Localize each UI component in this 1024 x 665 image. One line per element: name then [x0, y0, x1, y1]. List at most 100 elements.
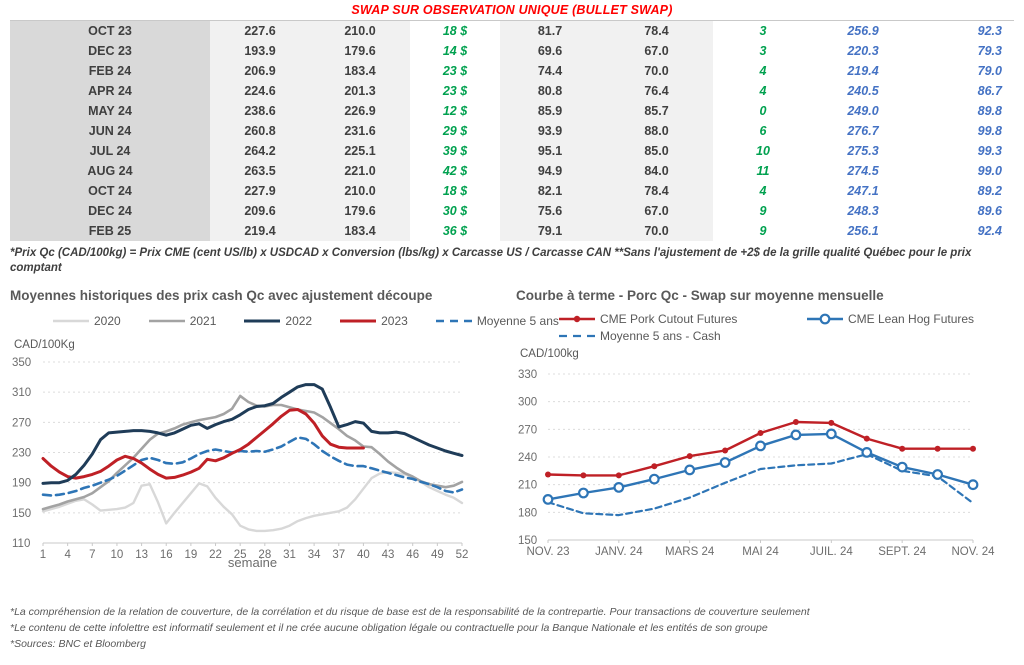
table-row: APR 24 224.6 201.3 23 $ 80.8 76.4 4 240.5 86.7: [10, 81, 1014, 101]
table-cell: 99.8: [977, 124, 1002, 138]
table-cell: 70.0: [600, 61, 713, 81]
table-cell: 79.3: [977, 44, 1002, 58]
table-cell: 85.7: [600, 101, 713, 121]
table-cell: 92.4: [977, 224, 1002, 238]
x-tick-label: 34: [308, 549, 321, 561]
table-cell: 264.2: [210, 141, 310, 161]
table-cell: 6: [759, 124, 767, 138]
y-tick-label: 210: [518, 480, 537, 492]
x-tick-label: 13: [135, 549, 148, 561]
table-cell: 10: [756, 144, 770, 158]
table-cell: 36 $: [442, 224, 468, 238]
table-cell: 86.7: [977, 84, 1002, 98]
x-tick-label: 25: [234, 549, 247, 561]
footnotes: *La compréhension de la relation de couv…: [10, 605, 1014, 652]
table-cell: DEC 24: [10, 201, 210, 221]
table-cell: 225.1: [310, 141, 410, 161]
table-cell: 220.3: [847, 44, 879, 58]
table-cell: 183.4: [310, 221, 410, 241]
data-point-marker: [684, 464, 696, 476]
legend-label: Moyenne 5 ans - Cash: [600, 329, 721, 344]
x-tick-label: 37: [332, 549, 345, 561]
x-tick-label: 40: [357, 549, 370, 561]
table-cell: 79.0: [977, 64, 1002, 78]
y-tick-label: 230: [12, 448, 31, 460]
table-cell: 210.0: [310, 181, 410, 201]
legend-swatch-moyenne-5-ans: [435, 320, 472, 323]
x-tick-label: JUIL. 24: [810, 546, 853, 558]
legend-swatch-2020: [53, 320, 89, 323]
legend-swatch-cme-lean-hog-futures: [807, 313, 843, 325]
x-tick-label: MARS 24: [665, 546, 715, 558]
y-tick-label: 270: [518, 425, 537, 437]
data-point-marker: [545, 471, 551, 478]
table-title: SWAP SUR OBSERVATION UNIQUE (BULLET SWAP…: [351, 3, 673, 17]
table-cell: 4: [759, 84, 767, 98]
table-row: FEB 24 206.9 183.4 23 $ 74.4 70.0 4 219.4 79.0: [10, 61, 1014, 81]
y-tick-label: 300: [518, 397, 537, 409]
legend-item-2023: 2023: [339, 314, 408, 328]
data-point-marker: [896, 462, 908, 473]
data-point-marker: [970, 446, 976, 453]
table-row: JUN 24 260.8 231.6 29 $ 93.9 88.0 6 276.7 99.8: [10, 121, 1014, 141]
y-tick-label: 180: [518, 508, 537, 520]
x-tick-label: NOV. 24: [951, 546, 995, 558]
chart-historical-plot: 110 150 190 230 270 310 350 1 4 7 10 13 16 19 22 25 28 31…: [12, 357, 468, 570]
table-cell: 193.9: [210, 41, 310, 61]
legend-label: 2020: [94, 314, 121, 329]
table-cell: 11: [756, 164, 770, 178]
y-tick-label: 150: [12, 508, 31, 520]
table-cell: 93.9: [500, 121, 600, 141]
table-cell: JUN 24: [10, 121, 210, 141]
y-tick-label: 240: [518, 452, 537, 464]
series-line-2022: [41, 383, 464, 486]
data-point-marker: [755, 440, 766, 452]
table-cell: 209.6: [210, 201, 310, 221]
data-point-marker: [686, 453, 693, 460]
table-cell: 94.9: [500, 161, 600, 181]
x-tick-label: NOV. 23: [526, 546, 569, 558]
table-cell: DEC 23: [10, 41, 210, 61]
table-cell: 231.6: [310, 121, 410, 141]
table-cell: 23 $: [442, 64, 468, 78]
legend-swatch-2023: [340, 319, 377, 323]
x-tick-label: 31: [283, 549, 296, 561]
legend-marker: [819, 313, 831, 325]
table-row: MAY 24 238.6 226.9 12 $ 85.9 85.7 0 249.0 89.8: [10, 101, 1014, 121]
table-cell: 88.0: [600, 121, 713, 141]
table-cell: FEB 24: [10, 61, 210, 81]
series-line-moyenne-5-ans: [41, 436, 464, 498]
table-cell: 42 $: [442, 164, 468, 178]
data-point-marker: [615, 472, 622, 479]
x-tick-label: 7: [89, 549, 95, 561]
table-cell: 274.5: [847, 164, 879, 178]
table-cell: 89.2: [977, 184, 1002, 198]
data-point-marker: [899, 446, 906, 453]
table-cell: 275.3: [847, 144, 879, 158]
table-cell: 276.7: [847, 124, 879, 138]
legend-label: 2023: [381, 314, 408, 329]
table-cell: JUL 24: [10, 141, 210, 161]
table-cell: 260.8: [210, 121, 310, 141]
table-cell: 219.4: [210, 221, 310, 241]
x-tick-label: SEPT. 24: [878, 546, 927, 558]
table-cell: 227.6: [210, 21, 310, 41]
chart-forward-curve: Courbe à terme - Porc Qc - Swap sur moye…: [516, 288, 1000, 579]
table-cell: 14 $: [442, 44, 468, 58]
chart-forward-unit-label: CAD/100kg: [520, 348, 579, 361]
table-cell: 29 $: [442, 124, 468, 138]
table-cell: MAY 24: [10, 101, 210, 121]
table-cell: 70.0: [600, 221, 713, 241]
footnote-disclaimer: *Le contenu de cette infolettre est info…: [10, 622, 768, 635]
x-tick-label: 19: [184, 549, 197, 561]
table-row: DEC 24 209.6 179.6 30 $ 75.6 67.0 9 248.3 89.6: [10, 201, 1014, 221]
table-cell: 76.4: [600, 81, 713, 101]
table-cell: 39 $: [442, 144, 468, 158]
table-cell: 0: [759, 104, 767, 118]
table-cell: 95.1: [500, 141, 600, 161]
data-point-marker: [578, 487, 589, 499]
table-row: OCT 23 227.6 210.0 18 $ 81.7 78.4 3 256.9 92.3: [10, 21, 1014, 41]
table-cell: 256.9: [847, 24, 879, 38]
table-cell: 75.6: [500, 201, 600, 221]
table-cell: 4: [759, 64, 767, 78]
